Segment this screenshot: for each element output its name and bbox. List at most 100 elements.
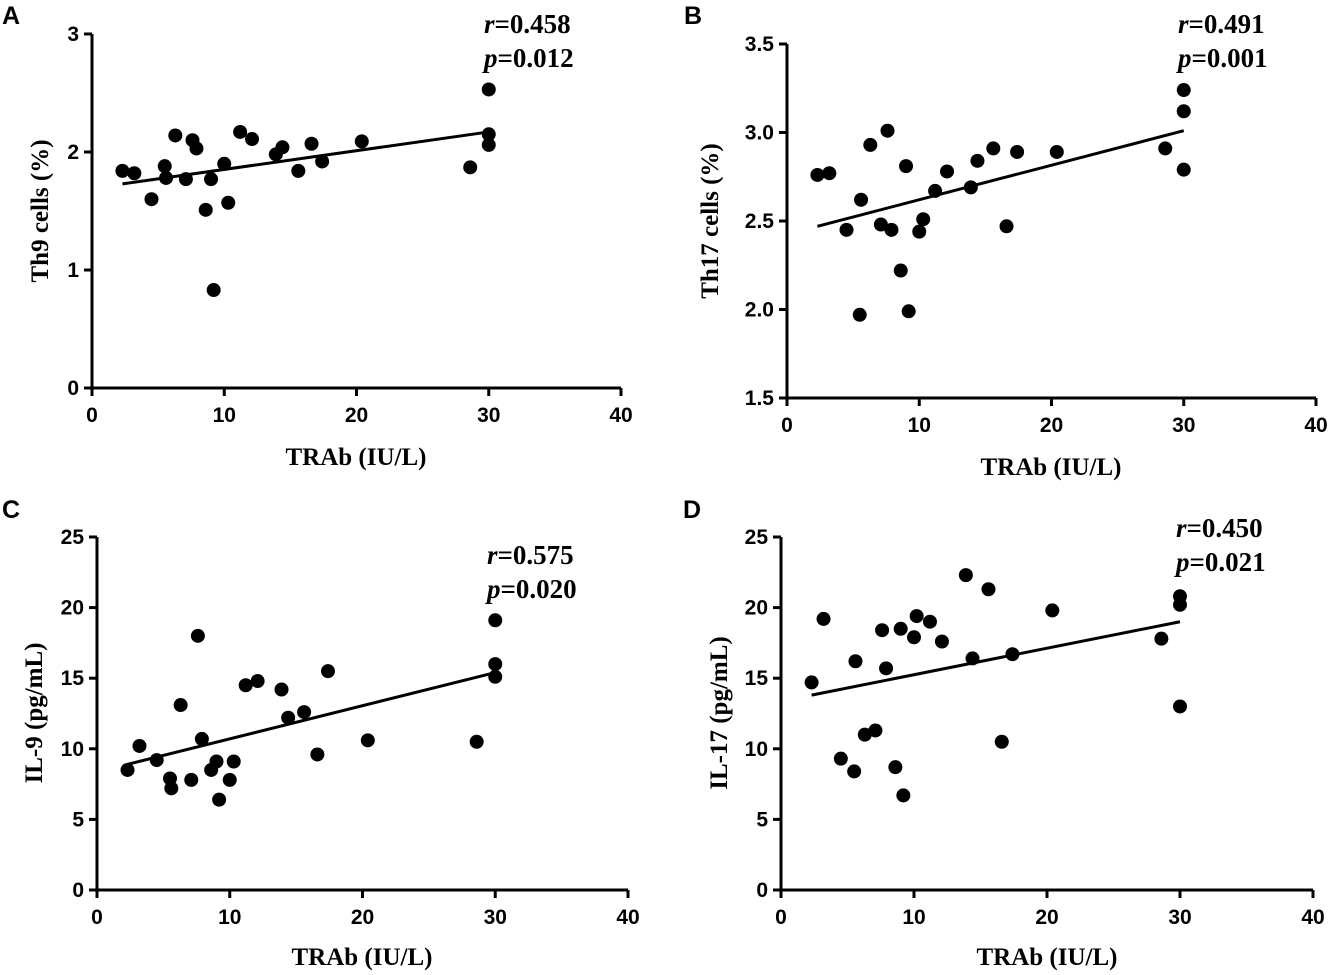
- y-tick-label: 3.0: [745, 122, 774, 145]
- data-point: [1049, 144, 1064, 159]
- data-point: [847, 764, 862, 779]
- data-point: [481, 137, 496, 152]
- y-axis-title: Th9 cells (%): [27, 139, 54, 282]
- p-value: =0.021: [1190, 547, 1266, 577]
- data-point: [888, 760, 903, 775]
- data-point: [963, 180, 978, 195]
- x-tick-label: 0: [781, 414, 793, 437]
- data-point: [880, 123, 895, 138]
- data-point: [893, 621, 908, 636]
- data-point: [245, 132, 260, 147]
- data-point: [274, 682, 289, 697]
- r-symbol: r: [1178, 9, 1189, 39]
- y-tick-label: 20: [745, 597, 768, 620]
- p-value-annotation: p=0.012: [482, 43, 574, 73]
- p-value-annotation: p=0.021: [1174, 547, 1266, 577]
- data-point: [115, 163, 130, 178]
- data-point: [981, 582, 996, 597]
- y-axis-title: Th17 cells (%): [697, 143, 724, 299]
- data-point: [488, 613, 503, 628]
- y-axis-title: IL-9 (pg/mL): [21, 643, 48, 784]
- data-point: [916, 212, 931, 227]
- x-axis-title: TRAb (IU/L): [981, 454, 1122, 481]
- x-tick-label: 40: [1304, 414, 1327, 437]
- data-point: [848, 654, 863, 669]
- data-point: [190, 628, 205, 643]
- y-tick-label: 3.5: [745, 33, 775, 56]
- data-point: [912, 224, 927, 239]
- y-tick-label: 3: [67, 23, 79, 46]
- data-point: [899, 159, 914, 174]
- data-point: [816, 611, 831, 626]
- data-point: [907, 630, 921, 645]
- y-tick-label: 1.5: [745, 387, 775, 410]
- r-value-annotation: r=0.575: [487, 540, 574, 570]
- x-tick-label: 40: [609, 404, 632, 427]
- r-value: =0.458: [495, 9, 571, 39]
- data-point: [184, 772, 199, 787]
- data-point: [297, 705, 312, 720]
- data-point: [833, 751, 848, 766]
- data-point: [873, 217, 888, 232]
- data-point: [463, 160, 478, 175]
- x-tick-label: 10: [908, 414, 931, 437]
- data-point: [1173, 699, 1187, 714]
- r-symbol: r: [487, 540, 498, 570]
- data-point: [159, 170, 174, 185]
- x-tick-label: 20: [1040, 414, 1063, 437]
- panel-label: D: [683, 496, 701, 524]
- data-point: [1158, 141, 1173, 156]
- data-point: [986, 141, 1001, 156]
- data-point: [804, 675, 819, 690]
- y-tick-label: 25: [745, 526, 769, 549]
- data-point: [354, 134, 369, 149]
- chart-panel-a: A 0 10 20 30 40 0 1 2 3 TRAb (IU/L) Th9 cells (%) r=…: [2, 2, 633, 471]
- y-axis-title: IL-17 (pg/mL): [706, 636, 733, 789]
- x-tick-label: 10: [213, 404, 236, 427]
- data-point: [204, 172, 219, 187]
- panel-label: C: [2, 496, 20, 524]
- data-point: [1154, 631, 1169, 646]
- data-point: [1005, 647, 1020, 662]
- data-point: [189, 141, 204, 156]
- y-tick-label: 0: [67, 377, 79, 400]
- data-point: [132, 738, 147, 753]
- r-value: =0.575: [498, 540, 574, 570]
- data-point: [1176, 104, 1191, 119]
- y-tick-label: 5: [72, 808, 84, 831]
- data-point: [360, 733, 375, 748]
- x-axis-title: TRAb (IU/L): [292, 944, 433, 971]
- data-point: [854, 192, 869, 207]
- data-point: [164, 781, 179, 796]
- data-point: [217, 156, 232, 171]
- chart-panel-c: C 0 10 20 30 40 0 5 10 15 20 25 TRAb (IU/L) IL-9 (pg/…: [2, 496, 640, 971]
- data-point: [238, 678, 253, 693]
- x-tick-label: 0: [86, 404, 98, 427]
- data-point: [958, 568, 973, 583]
- r-value-annotation: r=0.458: [484, 9, 571, 39]
- data-point: [275, 140, 290, 155]
- data-point: [875, 623, 890, 638]
- data-point: [291, 163, 306, 178]
- data-point: [909, 609, 924, 624]
- data-point: [281, 710, 296, 725]
- x-tick-label: 20: [1035, 906, 1058, 929]
- y-tick-label: 0: [756, 879, 768, 902]
- p-symbol: p: [482, 43, 498, 73]
- data-point: [852, 307, 867, 322]
- data-point: [884, 222, 899, 237]
- data-point: [250, 674, 265, 689]
- p-value-annotation: p=0.001: [1176, 43, 1268, 73]
- x-axis-title: TRAb (IU/L): [977, 944, 1118, 971]
- data-point: [481, 82, 496, 97]
- x-tick-label: 20: [351, 906, 374, 929]
- data-point: [212, 792, 227, 807]
- data-point: [879, 661, 894, 676]
- data-point: [1045, 603, 1060, 618]
- r-value-annotation: r=0.491: [1178, 9, 1265, 39]
- chart-panel-d: D 0 10 20 30 40 0 5 10 15 20 25 TRAb (IU/L) IL-17 (pg…: [683, 496, 1325, 971]
- r-symbol: r: [1176, 513, 1187, 543]
- data-point: [965, 651, 980, 666]
- data-point: [168, 128, 183, 143]
- data-point: [999, 219, 1014, 234]
